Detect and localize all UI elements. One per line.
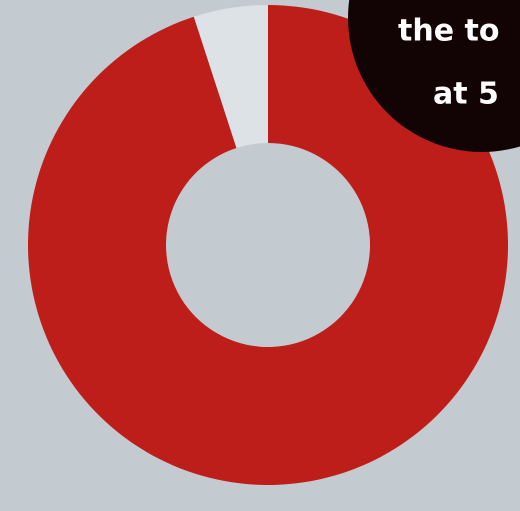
donut-slice bbox=[193, 5, 268, 148]
callout-bubble bbox=[348, 0, 520, 152]
donut-slice bbox=[27, 5, 509, 485]
annotation: the to bbox=[398, 14, 499, 49]
donut bbox=[27, 5, 509, 485]
annotation: at 5 bbox=[433, 77, 499, 112]
